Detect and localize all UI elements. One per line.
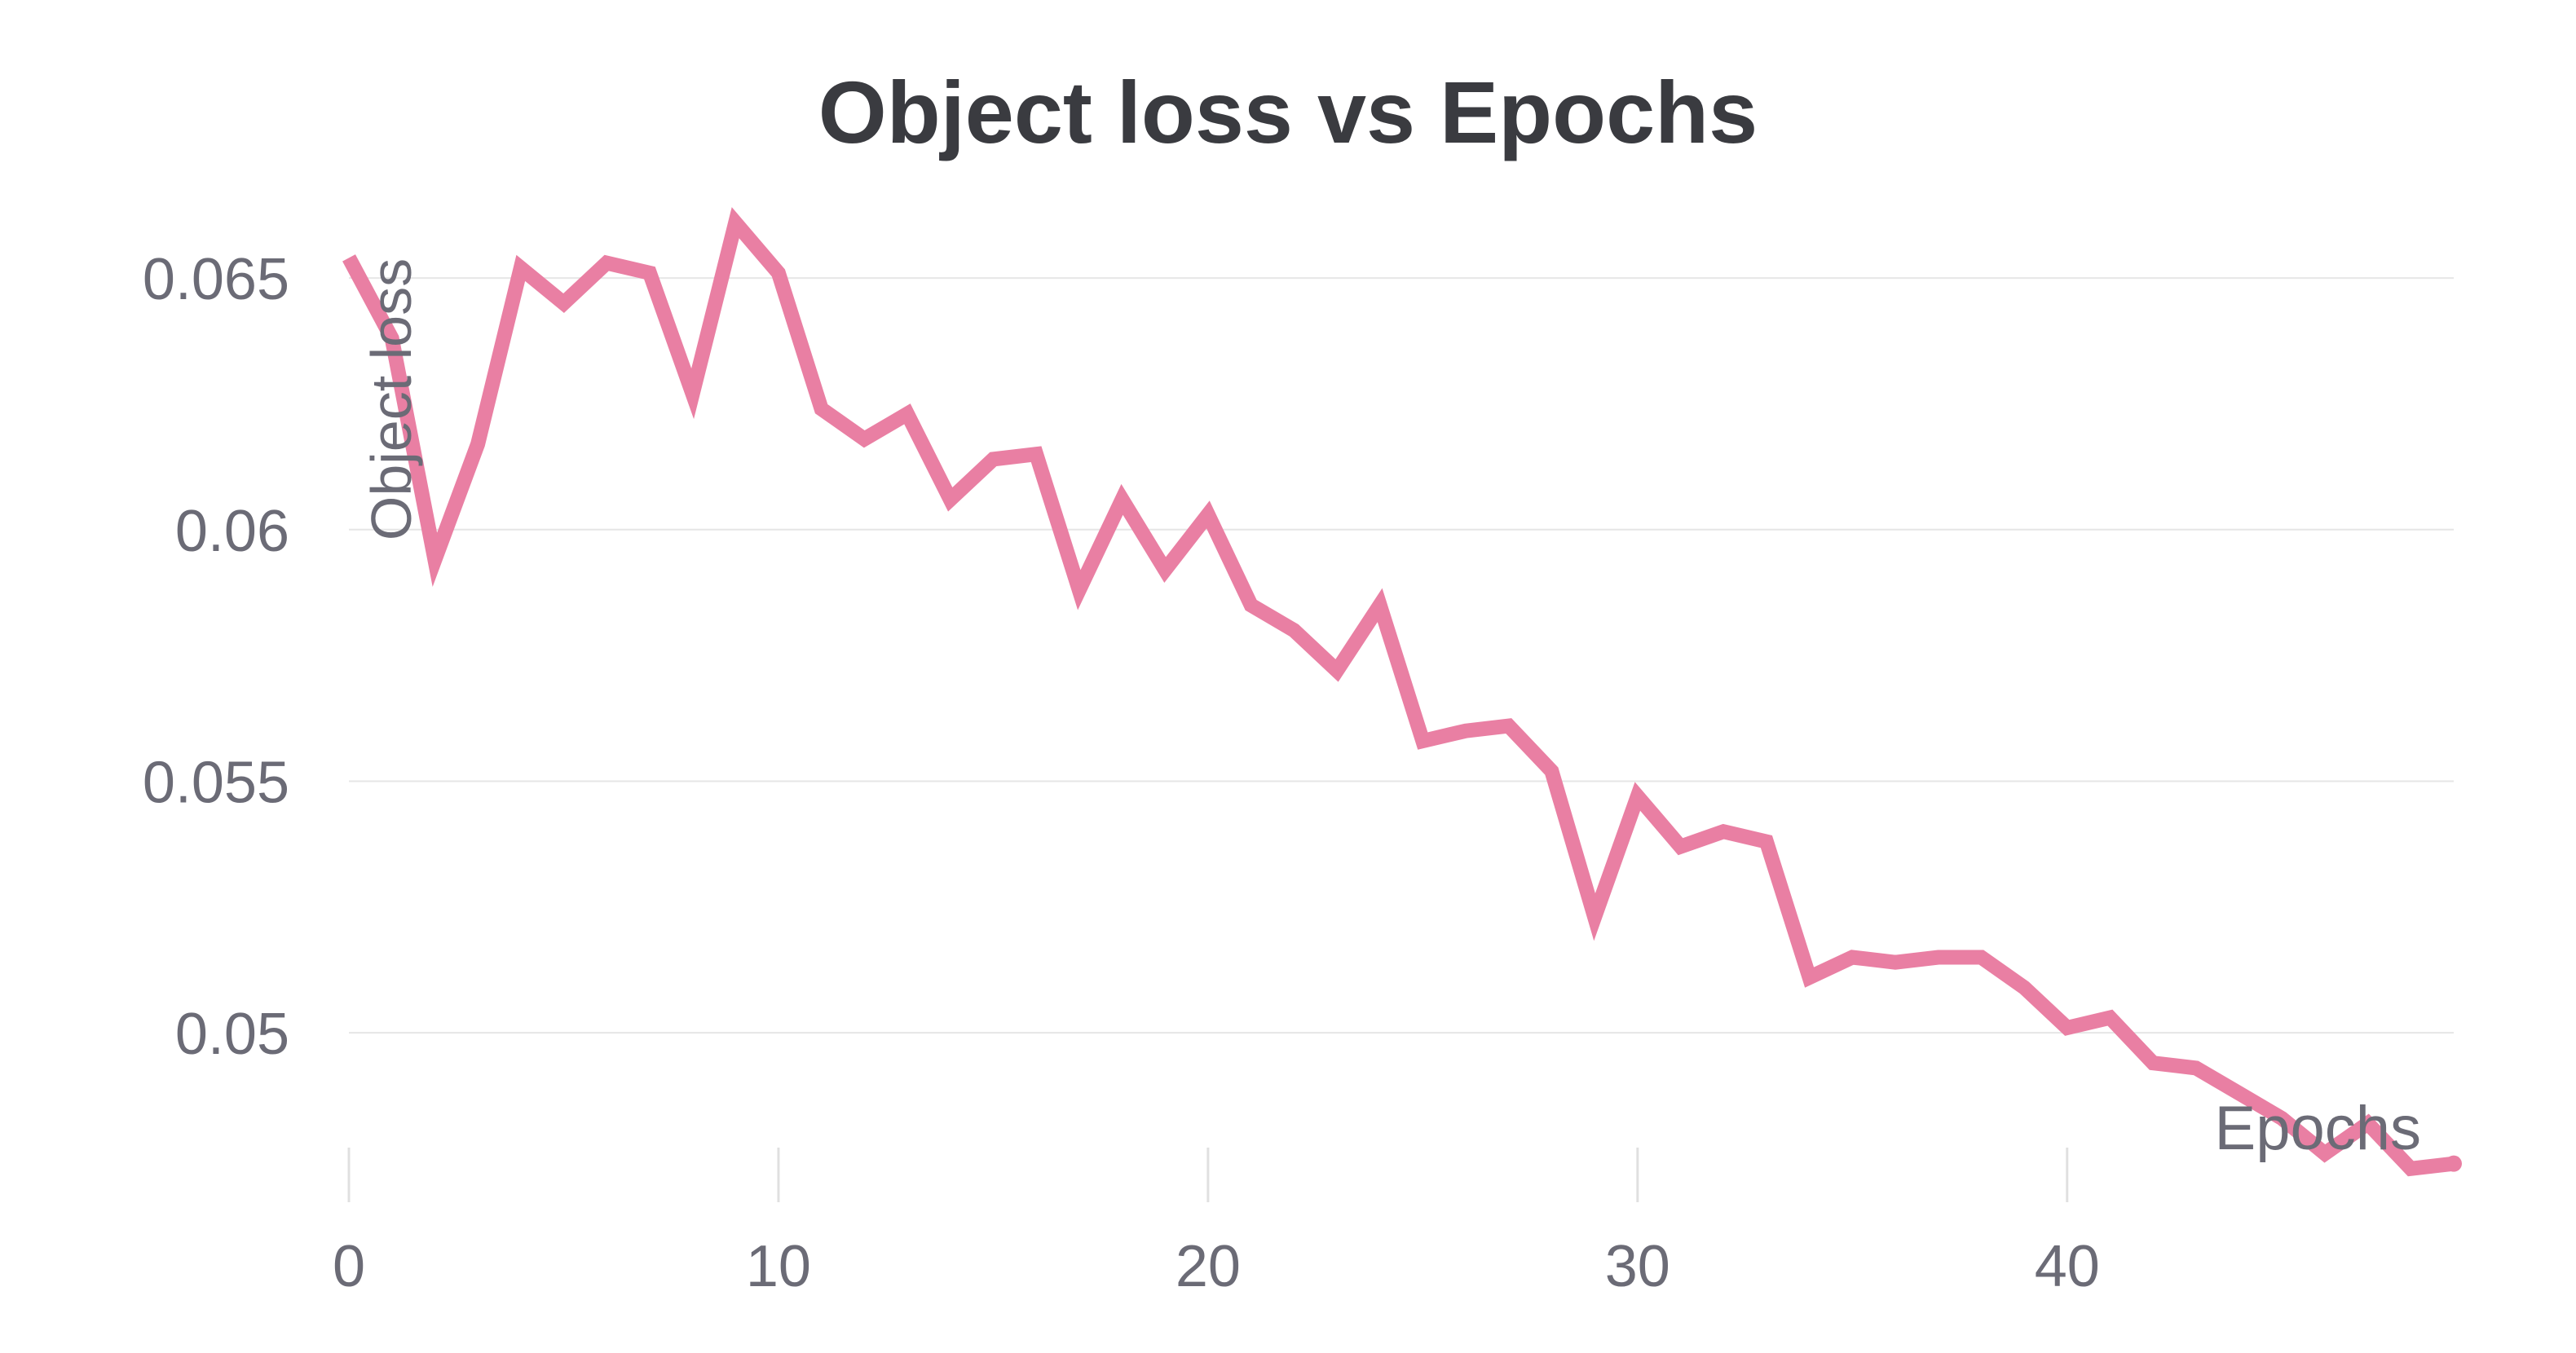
series-lines bbox=[342, 207, 2462, 1177]
series-line bbox=[342, 207, 2455, 1177]
x-tick-label: 10 bbox=[746, 1234, 811, 1299]
y-axis-ticks: 0.05 0.055 0.06 0.065 bbox=[143, 247, 289, 1067]
x-tick-label: 20 bbox=[1176, 1234, 1241, 1299]
y-tick-label: 0.05 bbox=[175, 1002, 289, 1067]
x-tick-label: 30 bbox=[1605, 1234, 1670, 1299]
y-axis-label: Object loss bbox=[359, 258, 423, 540]
y-tick-label: 0.065 bbox=[143, 247, 289, 312]
x-axis-ticks: 0 10 20 30 40 bbox=[333, 1148, 2100, 1299]
series-end-point bbox=[2446, 1155, 2462, 1172]
y-tick-label: 0.06 bbox=[175, 499, 289, 564]
gridlines bbox=[349, 277, 2454, 1034]
y-tick-label: 0.055 bbox=[143, 750, 289, 815]
x-tick-label: 0 bbox=[333, 1234, 365, 1299]
x-tick-label: 40 bbox=[2035, 1234, 2100, 1299]
chart-title: Object loss vs Epochs bbox=[818, 63, 1758, 161]
x-axis-label: Epochs bbox=[2215, 1094, 2422, 1163]
